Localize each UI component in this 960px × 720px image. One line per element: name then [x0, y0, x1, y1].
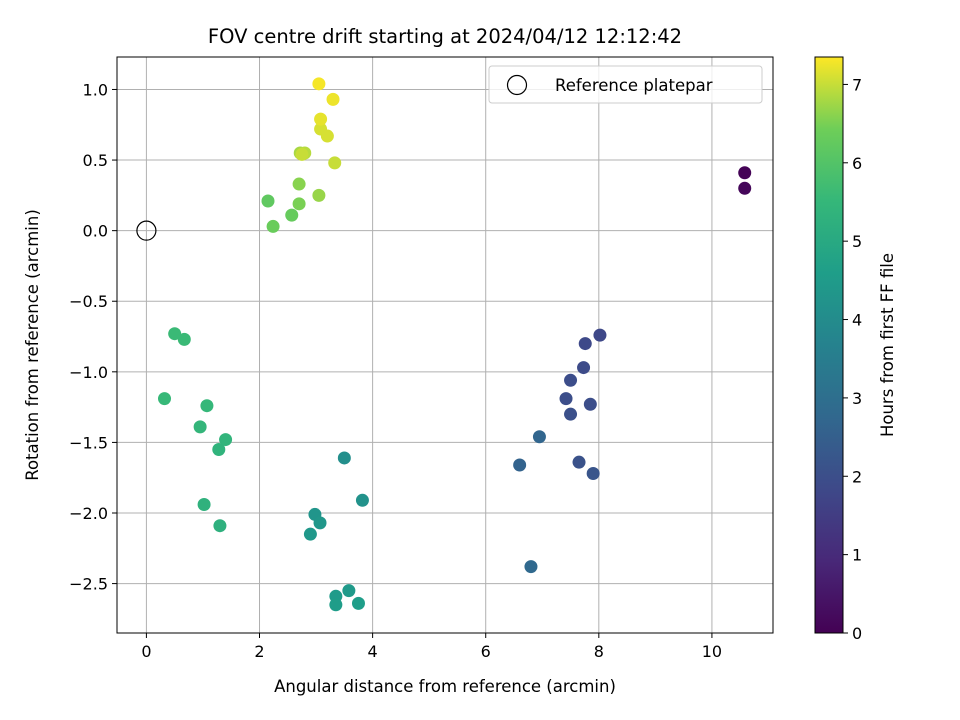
- colorbar-tick-label: 6: [852, 154, 862, 173]
- scatter-point: [586, 466, 600, 480]
- scatter-point: [572, 455, 586, 469]
- scatter-point: [295, 147, 309, 161]
- reference-platepar-marker: [136, 220, 157, 241]
- scatter-point: [564, 373, 578, 387]
- scatter-point: [351, 596, 365, 610]
- y-axis-label: Rotation from reference (arcmin): [23, 209, 42, 481]
- x-tick-label: 0: [141, 642, 151, 661]
- scatter-point: [303, 527, 317, 541]
- scatter-point: [261, 194, 275, 208]
- colorbar-gradient: [814, 56, 844, 634]
- scatter-point: [355, 493, 369, 507]
- colorbar-tick-label: 4: [852, 311, 862, 330]
- x-tick-label: 2: [254, 642, 264, 661]
- scatter-point: [738, 166, 752, 180]
- scatter-point: [285, 208, 299, 222]
- colorbar-tick-label: 3: [852, 389, 862, 408]
- y-tick-label: −1.0: [69, 363, 108, 382]
- x-tick-label: 10: [702, 642, 722, 661]
- legend-entry-reference: Reference platepar: [555, 76, 713, 95]
- y-tick-label: 0.5: [83, 151, 108, 170]
- scatter-point: [342, 584, 356, 598]
- scatter-point: [337, 451, 351, 465]
- scatter-point: [320, 129, 334, 143]
- scatter-point: [738, 181, 752, 195]
- chart-title: FOV centre drift starting at 2024/04/12 …: [208, 25, 682, 48]
- scatter-point: [292, 197, 306, 211]
- scatter-point: [328, 156, 342, 170]
- scatter-point: [313, 516, 327, 530]
- plot-frame: [116, 56, 774, 634]
- scatter-point: [197, 498, 211, 512]
- colorbar-tick-label: 0: [852, 624, 862, 643]
- scatter-point: [266, 219, 280, 233]
- scatter-point: [314, 112, 328, 126]
- scatter-point: [158, 392, 172, 406]
- x-axis-label: Angular distance from reference (arcmin): [274, 677, 616, 696]
- scatter-point: [329, 598, 343, 612]
- y-tick-label: 0.0: [83, 222, 108, 241]
- scatter-point: [312, 77, 326, 91]
- colorbar-tick-label: 1: [852, 546, 862, 565]
- y-tick-label: −0.5: [69, 292, 108, 311]
- grid: [117, 57, 773, 633]
- scatter-point: [513, 458, 527, 472]
- scatter-point: [559, 392, 573, 406]
- scatter-point: [593, 328, 607, 342]
- legend-box: [488, 65, 763, 104]
- scatter-point: [312, 188, 326, 202]
- x-tick-label: 6: [481, 642, 491, 661]
- scatter-point: [577, 361, 591, 375]
- legend-marker-reference: [506, 74, 528, 96]
- scatter-point: [168, 327, 182, 341]
- scatter-point: [212, 442, 226, 456]
- scatter-point: [292, 177, 306, 191]
- scatter-point: [524, 560, 538, 574]
- colorbar: 0 1 2 3 4 5 6 7 Hours from first FF file: [814, 56, 897, 643]
- y-tick-label: −1.5: [69, 433, 108, 452]
- scatter-point: [326, 92, 340, 106]
- scatter-point: [578, 337, 592, 351]
- scatter-point: [532, 430, 546, 444]
- y-tick-label: 1.0: [83, 80, 108, 99]
- colorbar-tick-label: 7: [852, 75, 862, 94]
- scatter-point: [200, 399, 214, 413]
- x-axis-ticks: 0 2 4 6 8 10: [141, 633, 722, 661]
- scatter-point: [564, 407, 578, 421]
- scatter-point: [213, 519, 227, 533]
- scatter-point: [583, 397, 597, 411]
- x-tick-label: 8: [594, 642, 604, 661]
- colorbar-tick-label: 5: [852, 232, 862, 251]
- y-tick-label: −2.5: [69, 575, 108, 594]
- scatter-point: [177, 332, 191, 346]
- reference-layer: [136, 220, 157, 241]
- colorbar-label: Hours from first FF file: [878, 253, 897, 437]
- y-tick-label: −2.0: [69, 504, 108, 523]
- colorbar-tick-label: 2: [852, 467, 862, 486]
- scatter-point: [219, 433, 233, 447]
- x-tick-label: 4: [368, 642, 378, 661]
- colorbar-ticks: 0 1 2 3 4 5 6 7: [843, 75, 862, 643]
- scatter-points: [158, 77, 752, 612]
- legend: Reference platepar: [488, 65, 763, 104]
- y-axis-ticks: 1.0 0.5 0.0 −0.5 −1.0 −1.5 −2.0 −2.5: [69, 80, 117, 594]
- scatter-point: [193, 420, 207, 434]
